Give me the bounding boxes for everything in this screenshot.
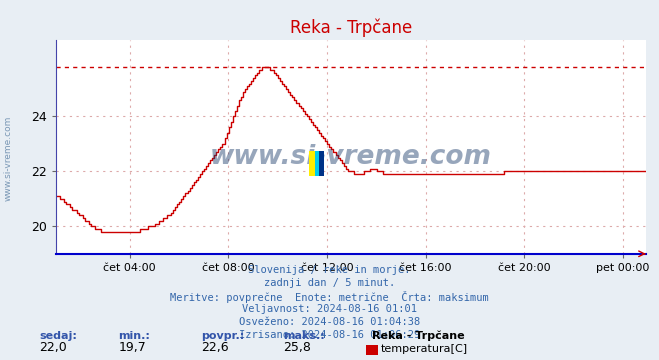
Text: Reka - Trpčane: Reka - Trpčane [372,331,465,341]
Bar [319,151,324,176]
Title: Reka - Trpčane: Reka - Trpčane [290,18,412,37]
Text: www.si-vreme.com: www.si-vreme.com [3,116,13,201]
Text: temperatura[C]: temperatura[C] [381,343,468,354]
Text: Osveženo: 2024-08-16 01:04:38: Osveženo: 2024-08-16 01:04:38 [239,317,420,327]
Text: povpr.:: povpr.: [201,331,244,341]
Bar [310,151,315,176]
Text: Meritve: povprečne  Enote: metrične  Črta: maksimum: Meritve: povprečne Enote: metrične Črta:… [170,291,489,303]
Text: 19,7: 19,7 [119,341,146,354]
Text: zadnji dan / 5 minut.: zadnji dan / 5 minut. [264,278,395,288]
Text: www.si-vreme.com: www.si-vreme.com [210,144,492,170]
Text: 22,0: 22,0 [40,341,67,354]
Text: Izrisano: 2024-08-16 01:06:29: Izrisano: 2024-08-16 01:06:29 [239,330,420,340]
Text: 22,6: 22,6 [201,341,229,354]
Bar [315,151,319,176]
Text: 25,8: 25,8 [283,341,311,354]
Text: Veljavnost: 2024-08-16 01:01: Veljavnost: 2024-08-16 01:01 [242,304,417,314]
Text: Slovenija / reke in morje.: Slovenija / reke in morje. [248,265,411,275]
Text: maks.:: maks.: [283,331,325,341]
Text: min.:: min.: [119,331,150,341]
Text: sedaj:: sedaj: [40,331,77,341]
